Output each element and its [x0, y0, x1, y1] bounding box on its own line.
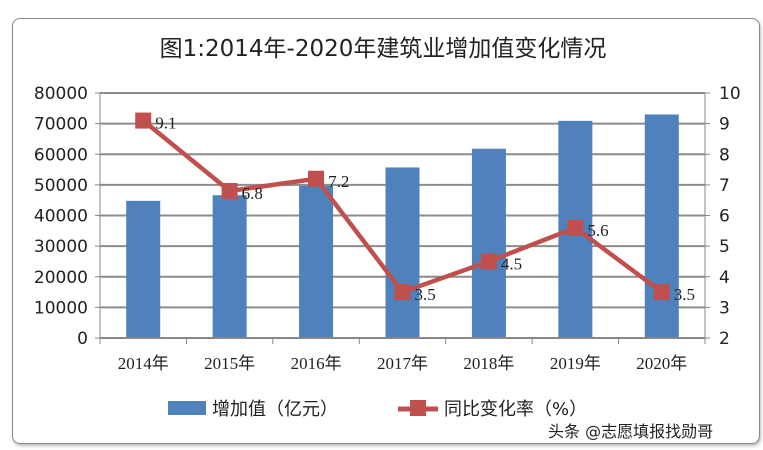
data-label: 3.5 [415, 285, 436, 304]
left-tick-label: 80000 [34, 84, 88, 104]
rate-marker [480, 253, 497, 270]
right-tick-label: 6 [719, 207, 730, 227]
rate-marker [653, 284, 670, 301]
bar [644, 114, 679, 338]
rate-marker [394, 284, 411, 301]
data-label: 7.2 [328, 172, 349, 191]
data-label: 5.6 [587, 221, 608, 240]
x-tick-label: 2017年 [377, 354, 428, 373]
left-tick-label: 60000 [34, 145, 88, 165]
left-tick-label: 0 [77, 329, 88, 349]
right-tick-label: 2 [719, 329, 730, 349]
chart-title: 图1:2014年-2020年建筑业增加值变化情况 [160, 36, 607, 62]
bar [299, 185, 334, 338]
rate-marker [567, 219, 584, 236]
rate-marker [308, 170, 325, 187]
bar [212, 195, 247, 338]
data-label: 3.5 [674, 285, 695, 304]
rate-marker [135, 112, 152, 129]
legend: 增加值（亿元） 同比变化率（%） [168, 399, 587, 420]
data-label: 4.5 [501, 254, 522, 273]
right-tick-label: 7 [719, 176, 730, 196]
left-tick-label: 10000 [34, 298, 88, 318]
rate-marker [221, 183, 238, 199]
bar [126, 200, 161, 338]
watermark: 头条 @志愿填报找勋哥 [548, 422, 714, 441]
left-tick-label: 30000 [34, 237, 88, 257]
left-tick-label: 40000 [34, 207, 88, 227]
right-tick-label: 5 [719, 237, 730, 257]
x-tick-label: 2014年 [118, 354, 169, 373]
legend-line-label: 同比变化率（%） [444, 399, 587, 420]
bar [385, 167, 420, 338]
right-tick-label: 4 [719, 268, 730, 288]
data-label: 6.8 [242, 184, 263, 203]
right-tick-label: 9 [719, 115, 730, 135]
left-tick-label: 70000 [34, 115, 88, 135]
bar [471, 148, 506, 338]
x-tick-label: 2018年 [463, 354, 514, 373]
x-tick-label: 2020年 [636, 354, 687, 373]
right-tick-label: 10 [719, 84, 741, 104]
legend-bar-swatch [168, 401, 206, 415]
data-label: 9.1 [155, 114, 176, 133]
legend-bar-label: 增加值（亿元） [212, 399, 338, 420]
legend-line-marker [410, 400, 426, 416]
left-tick-label: 20000 [34, 268, 88, 288]
x-tick-label: 2016年 [291, 354, 342, 373]
left-tick-label: 50000 [34, 176, 88, 196]
right-tick-label: 3 [719, 298, 730, 318]
x-tick-label: 2019年 [550, 354, 601, 373]
right-tick-label: 8 [719, 145, 730, 165]
x-tick-label: 2015年 [204, 354, 255, 373]
